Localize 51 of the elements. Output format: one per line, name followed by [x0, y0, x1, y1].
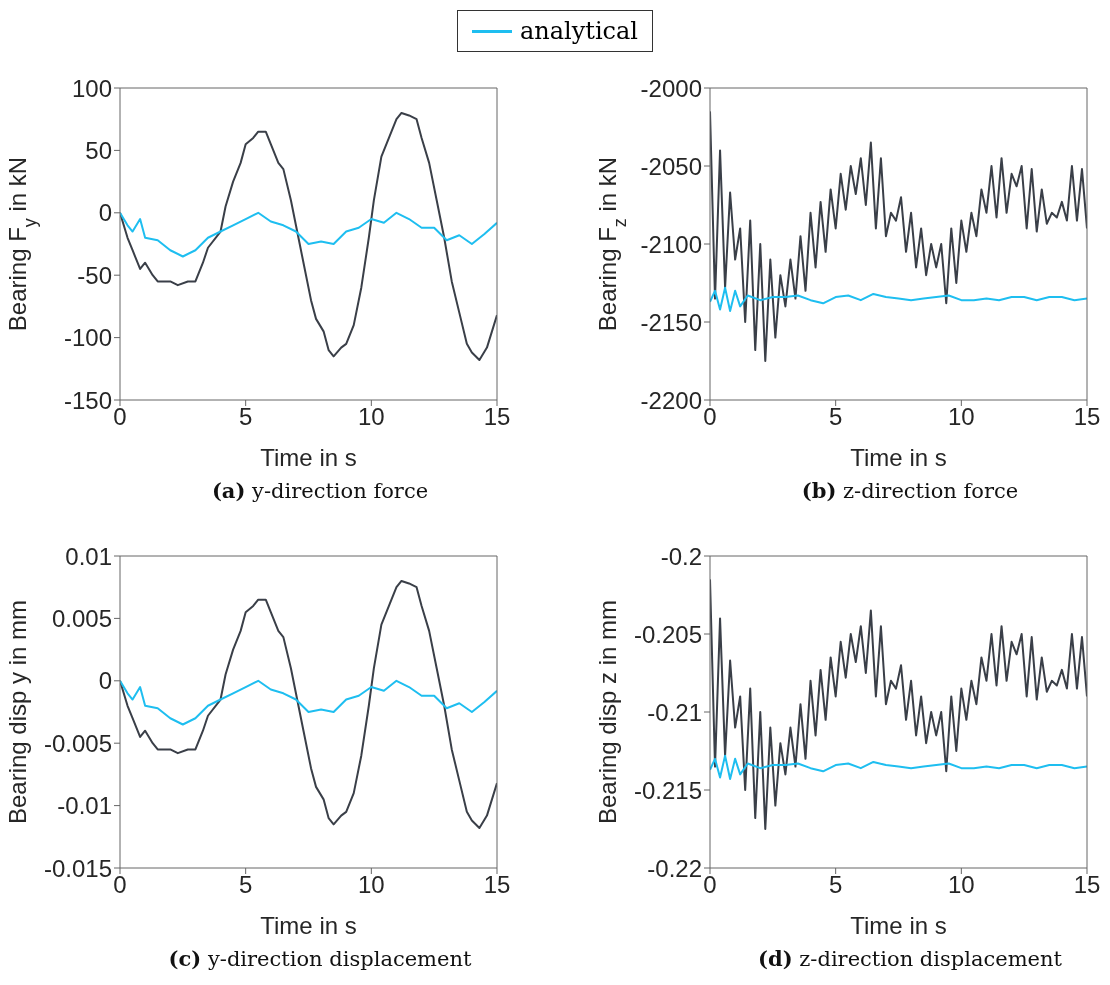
- x-tick-label: 15: [483, 871, 511, 899]
- x-axis-title: Time in s: [850, 912, 947, 939]
- x-axis-title: Time in s: [850, 444, 947, 471]
- x-tick-label: 5: [238, 871, 253, 899]
- legend-label: analytical: [519, 17, 639, 45]
- x-tick-label: 10: [947, 403, 975, 431]
- y-tick-label: 0.005: [51, 604, 112, 632]
- x-axis-title: Time in s: [260, 912, 357, 939]
- y-axis-title: Bearing disp z in mm: [594, 599, 621, 825]
- y-tick-label: -0.215: [633, 776, 702, 804]
- line-series: [710, 754, 1087, 781]
- line-series: [710, 286, 1087, 313]
- x-axis-title: Time in s: [260, 444, 357, 471]
- y-tick-label: -2050: [640, 152, 702, 180]
- x-tick-label: 10: [357, 871, 385, 899]
- y-tick-label: -100: [63, 324, 112, 352]
- y-tick-label: -2150: [640, 308, 702, 336]
- y-tick-label: -150: [63, 386, 112, 414]
- y-tick-label: -0.01: [57, 792, 112, 820]
- x-tick-label: 15: [1073, 403, 1101, 431]
- y-tick-label: -2100: [640, 230, 702, 258]
- x-tick-label: 5: [828, 871, 843, 899]
- y-tick-label: -0.2: [660, 542, 702, 570]
- y-tick-label: 0: [98, 199, 112, 227]
- line-series: [120, 211, 497, 258]
- text: (a) y-direction force: [210, 478, 430, 503]
- text: (d) z-direction displacement: [757, 946, 1063, 971]
- y-tick-label: -0.22: [647, 854, 702, 882]
- x-tick-label: 10: [357, 403, 385, 431]
- x-tick-label: 5: [828, 403, 843, 431]
- y-tick-label: -0.015: [43, 854, 112, 882]
- y-tick-label: 0: [98, 667, 112, 695]
- line-series: [120, 579, 497, 830]
- text: (b) z-direction force: [800, 478, 1020, 503]
- x-tick-label: 5: [238, 403, 253, 431]
- y-tick-label: 50: [85, 136, 112, 164]
- y-axis-title: Bearing disp y in mm: [4, 599, 31, 825]
- y-tick-label: -0.21: [647, 698, 702, 726]
- x-tick-label: 15: [1073, 871, 1101, 899]
- y-tick-label: -0.005: [43, 729, 112, 757]
- x-tick-label: 10: [947, 871, 975, 899]
- text: (c) y-direction displacement: [167, 946, 473, 971]
- y-tick-label: -0.205: [633, 620, 702, 648]
- line-series: [120, 679, 497, 726]
- y-tick-label: -2200: [640, 386, 702, 414]
- y-tick-label: -2000: [640, 74, 702, 102]
- line-series: [120, 111, 497, 362]
- y-tick-label: 100: [71, 74, 112, 102]
- x-tick-label: 15: [483, 403, 511, 431]
- y-tick-label: -50: [77, 261, 112, 289]
- y-tick-label: 0.01: [65, 542, 112, 570]
